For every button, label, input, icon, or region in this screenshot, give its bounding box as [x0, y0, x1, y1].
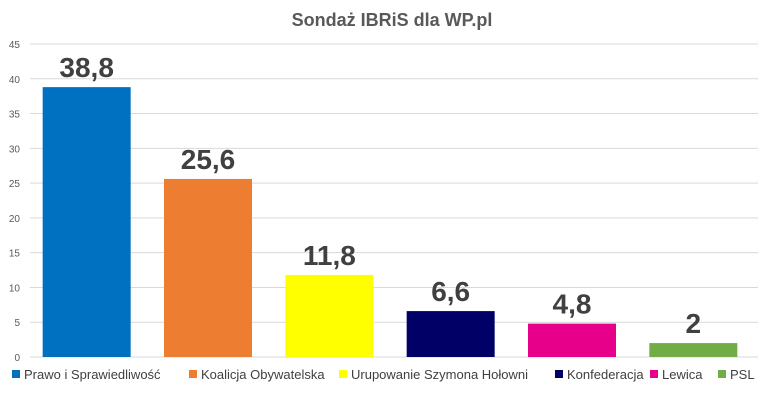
data-label-2: 25,6	[181, 144, 236, 175]
bar-6	[649, 343, 738, 357]
y-tick-label: 5	[14, 318, 20, 329]
legend-swatch-1	[12, 370, 20, 378]
legend-label-5: Lewica	[662, 367, 703, 382]
y-tick-label: 30	[9, 144, 21, 155]
bar-5	[528, 323, 616, 357]
y-axis-ticks: 0 5 10 15 20 25 30 35 40 45	[9, 40, 21, 364]
chart-title: Sondaż IBRiS dla WP.pl	[292, 10, 493, 30]
legend-swatch-5	[650, 370, 658, 378]
y-tick-label: 40	[9, 75, 21, 86]
bars	[42, 87, 738, 357]
data-label-4: 6,6	[431, 276, 470, 307]
bar-3	[285, 274, 374, 357]
y-tick-label: 0	[14, 353, 20, 364]
legend-label-1: Prawo i Sprawiedliwość	[24, 367, 161, 382]
legend-swatch-4	[555, 370, 563, 378]
data-labels: 38,8 25,6 11,8 6,6 4,8 2	[59, 52, 701, 339]
legend-label-4: Konfederacja	[567, 367, 644, 382]
legend: Prawo i Sprawiedliwość Koalicja Obywatels…	[12, 367, 755, 382]
data-label-3: 11,8	[303, 240, 356, 271]
y-tick-label: 25	[9, 179, 21, 190]
legend-swatch-2	[189, 370, 197, 378]
y-tick-label: 35	[9, 110, 21, 121]
bar-2	[164, 178, 252, 357]
y-tick-label: 15	[9, 249, 21, 260]
legend-swatch-6	[718, 370, 726, 378]
legend-label-6: PSL	[730, 367, 755, 382]
legend-label-3: Urupowanie Szymona Hołowni	[351, 367, 528, 382]
data-label-1: 38,8	[59, 52, 114, 83]
data-label-5: 4,8	[553, 289, 592, 320]
bar-4	[406, 311, 495, 357]
y-tick-label: 10	[9, 283, 21, 294]
legend-label-2: Koalicja Obywatelska	[201, 367, 325, 382]
gridlines	[30, 43, 758, 358]
y-tick-label: 20	[9, 214, 21, 225]
data-label-6: 2	[686, 308, 702, 339]
bar-1	[42, 87, 131, 357]
y-tick-label: 45	[9, 40, 21, 51]
legend-swatch-3	[339, 370, 347, 378]
